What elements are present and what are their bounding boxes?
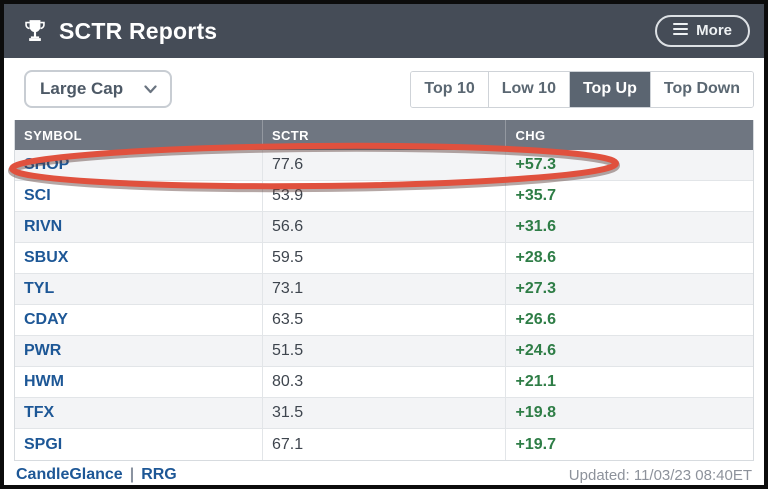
table-row: TFX 31.5 +19.8 — [15, 398, 753, 429]
symbol-link[interactable]: SPGI — [24, 435, 63, 453]
table-row: RIVN 56.6 +31.6 — [15, 212, 753, 243]
table-row: CDAY 63.5 +26.6 — [15, 305, 753, 336]
footer: CandleGlance | RRG Updated: 11/03/23 08:… — [4, 461, 764, 484]
sctr-value: 53.9 — [263, 181, 507, 211]
table-row: HWM 80.3 +21.1 — [15, 367, 753, 398]
chg-value: +21.1 — [515, 373, 556, 390]
sctr-value: 56.6 — [263, 212, 507, 242]
updated-timestamp: Updated: 11/03/23 08:40ET — [568, 466, 752, 484]
sctr-table: SYMBOL SCTR CHG SHOP 77.6 +57.3 SCI 53.9… — [14, 120, 754, 461]
chg-value: +27.3 — [515, 280, 556, 297]
table-row: SCI 53.9 +35.7 — [15, 181, 753, 212]
link-separator: | — [129, 466, 135, 483]
more-button-label: More — [696, 22, 732, 39]
trophy-icon — [22, 18, 48, 44]
chg-value: +24.6 — [515, 342, 556, 359]
symbol-link[interactable]: SHOP — [24, 156, 70, 173]
symbol-link[interactable]: SBUX — [24, 249, 69, 266]
sctr-value: 59.5 — [263, 243, 507, 273]
table-header-row: SYMBOL SCTR CHG — [15, 120, 753, 150]
table-row: PWR 51.5 +24.6 — [15, 336, 753, 367]
sctr-value: 63.5 — [263, 305, 507, 335]
symbol-link[interactable]: TYL — [24, 280, 55, 297]
tab-top-10[interactable]: Top 10 — [411, 71, 488, 107]
controls-row: Large Cap Top 10 Low 10 Top Up Top Down — [4, 58, 764, 120]
sctr-value: 73.1 — [263, 274, 507, 304]
chg-value: +19.7 — [515, 435, 556, 453]
column-header-chg: CHG — [515, 128, 546, 143]
chg-value: +31.6 — [515, 218, 556, 235]
column-header-sctr: SCTR — [263, 120, 507, 150]
candleglance-link[interactable]: CandleGlance — [16, 466, 123, 483]
symbol-link[interactable]: HWM — [24, 373, 64, 390]
group-select-dropdown[interactable]: Large Cap — [24, 70, 172, 108]
tab-low-10[interactable]: Low 10 — [487, 71, 569, 107]
rrg-link[interactable]: RRG — [141, 466, 177, 483]
sctr-reports-panel: SCTR Reports More Large Cap — [4, 4, 764, 485]
table-body: SHOP 77.6 +57.3 SCI 53.9 +35.7 RIVN 56.6… — [15, 150, 753, 460]
group-select-value: Large Cap — [40, 79, 124, 98]
hamburger-menu-icon — [673, 22, 689, 39]
table-row: SBUX 59.5 +28.6 — [15, 243, 753, 274]
table-row: SPGI 67.1 +19.7 — [15, 429, 753, 460]
chg-value: +57.3 — [515, 156, 556, 173]
title-bar: SCTR Reports More — [4, 4, 764, 58]
chg-value: +19.8 — [515, 404, 556, 421]
page-title: SCTR Reports — [59, 17, 218, 44]
chg-value: +26.6 — [515, 311, 556, 328]
tab-top-up[interactable]: Top Up — [568, 71, 650, 107]
column-header-symbol: SYMBOL — [15, 120, 263, 150]
sctr-value: 51.5 — [263, 336, 507, 366]
tab-top-down[interactable]: Top Down — [649, 71, 753, 107]
sctr-value: 67.1 — [263, 429, 507, 460]
more-button[interactable]: More — [655, 15, 750, 47]
symbol-link[interactable]: RIVN — [24, 218, 63, 235]
table-row: SHOP 77.6 +57.3 — [15, 150, 753, 181]
table-row: TYL 73.1 +27.3 — [15, 274, 753, 305]
chg-value: +35.7 — [515, 187, 556, 204]
chg-value: +28.6 — [515, 249, 556, 266]
report-tabs: Top 10 Low 10 Top Up Top Down — [410, 70, 754, 108]
chevron-down-icon — [144, 79, 157, 99]
sctr-value: 80.3 — [263, 367, 507, 397]
symbol-link[interactable]: TFX — [24, 404, 55, 421]
sctr-value: 77.6 — [263, 150, 507, 180]
symbol-link[interactable]: SCI — [24, 187, 51, 204]
symbol-link[interactable]: PWR — [24, 342, 62, 359]
footer-links: CandleGlance | RRG — [16, 466, 177, 484]
symbol-link[interactable]: CDAY — [24, 311, 68, 328]
sctr-value: 31.5 — [263, 398, 507, 428]
